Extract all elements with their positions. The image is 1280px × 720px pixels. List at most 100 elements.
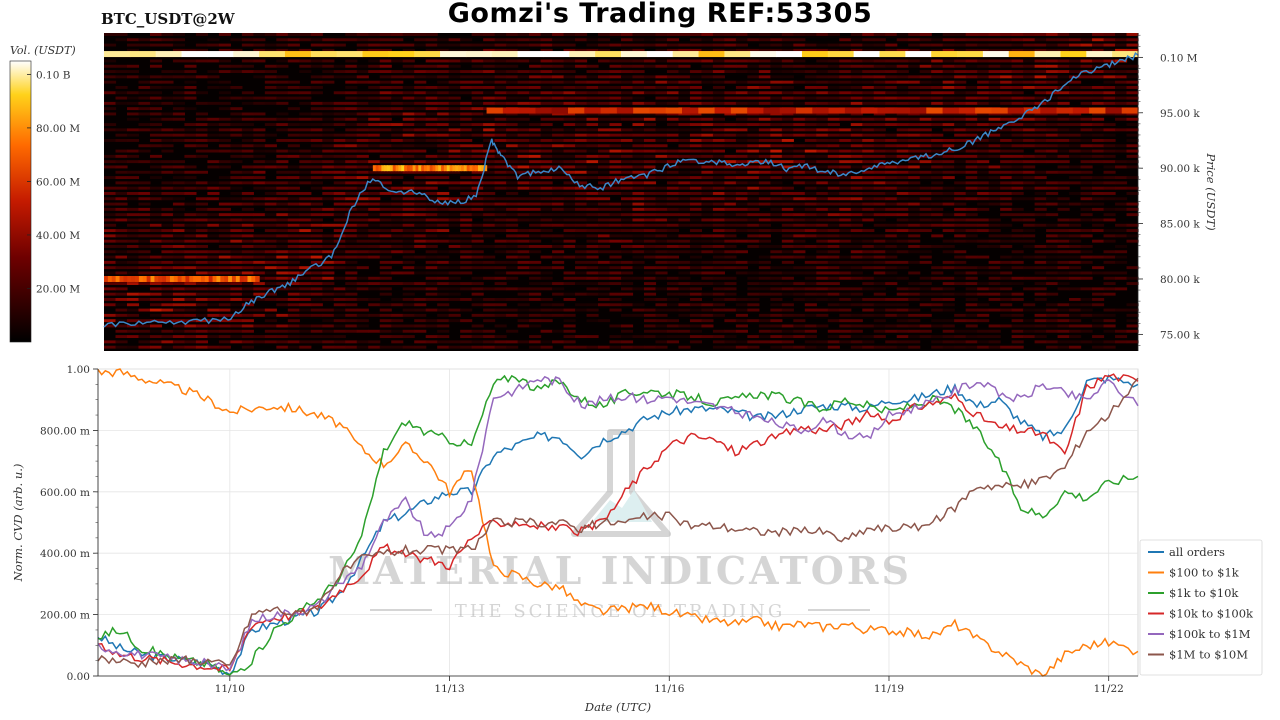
heatmap-cell [517,165,530,169]
heatmap-cell [104,139,117,142]
heatmap-cell [517,128,530,132]
heatmap-cell [287,33,300,36]
heatmap-cell [299,70,312,74]
heatmap-cell [689,266,703,270]
heatmap-cell [643,298,657,301]
heatmap-cell [276,255,289,259]
heatmap-cell [253,144,266,148]
heatmap-cell [414,218,427,222]
heatmap-cell [666,324,680,328]
liquidity-wall [216,275,221,282]
heatmap-cell [988,192,1001,195]
heatmap-cell [954,234,967,238]
heatmap-cell [598,239,611,243]
heatmap-cell [126,64,140,68]
heatmap-cell [621,43,634,47]
heatmap-cell [1057,197,1070,201]
heatmap-cell [483,287,496,291]
heatmap-cell [758,260,771,264]
heatmap-cell [781,64,794,68]
heatmap-cell [1000,139,1013,142]
heatmap-cell [333,276,346,280]
heatmap-cell [885,298,898,301]
heatmap-cell [908,80,921,84]
heatmap-cell [552,202,565,206]
heatmap-cell [517,229,530,233]
heatmap-cell [678,149,691,153]
heatmap-cell [666,250,680,254]
heatmap-cell [540,271,553,275]
price-axis-label: Price (USDT) [1204,152,1218,230]
heatmap-cell [770,229,783,233]
heatmap-cell [471,207,484,211]
heatmap-cell [919,207,932,211]
heatmap-cell [965,282,978,286]
heatmap-cell [827,144,840,148]
heatmap-cell [540,149,553,153]
heatmap-cell [586,176,599,180]
heatmap-cell [1103,181,1116,185]
heatmap-cell [1080,207,1093,211]
heatmap-cell [345,186,358,190]
heatmap-cell [460,176,473,180]
liquidity-wall [698,107,716,114]
heatmap-cell [1046,223,1059,227]
heatmap-cell [230,223,243,227]
heatmap-cell [712,101,725,105]
heatmap-cell [149,144,163,148]
heatmap-cell [368,340,381,344]
heatmap-cell [460,70,473,74]
heatmap-cell [747,128,760,132]
heatmap-cell [1011,266,1024,270]
heatmap-cell [299,276,312,280]
heatmap-cell [184,154,197,158]
heatmap-cell [712,38,725,42]
heatmap-cell [310,75,323,79]
heatmap-cell [1000,165,1013,169]
heatmap-cell [517,186,530,190]
heatmap-cell [287,170,300,174]
heatmap-cell [724,59,737,63]
heatmap-cell [1103,149,1116,153]
heatmap-cell [1023,48,1036,52]
heatmap-cell [414,64,427,68]
heatmap-cell [621,218,634,222]
heatmap-cell [218,292,231,296]
liquidity-wall [362,51,389,58]
heatmap-cell [172,329,186,333]
heatmap-cell [230,308,243,312]
heatmap-cell [1046,313,1059,317]
heatmap-cell [471,213,484,217]
heatmap-cell [460,340,473,344]
heatmap-cell [701,303,714,307]
heatmap-cell [506,64,519,68]
heatmap-cell [575,266,588,270]
heatmap-cell [483,313,496,317]
heatmap-cell [862,70,875,74]
heatmap-cell [391,239,404,243]
heatmap-cell [839,133,852,137]
heatmap-cell [241,202,254,206]
heatmap-cell [908,101,921,105]
liquidity-wall [200,275,206,282]
heatmap-cell [839,234,852,238]
heatmap-cell [448,239,461,243]
liquidity-wall [446,165,451,172]
heatmap-cell [172,160,186,164]
flask-icon [571,429,671,537]
heatmap-cell [230,271,243,275]
heatmap-cell [1126,133,1139,137]
heatmap-cell [954,207,967,211]
heatmap-cell [689,149,703,153]
heatmap-cell [115,287,128,291]
heatmap-cell [333,170,346,174]
heatmap-cell [575,123,588,127]
heatmap-cell [804,223,817,227]
heatmap-cell [483,64,496,68]
heatmap-cell [517,59,530,63]
heatmap-cell [299,38,312,42]
heatmap-cell [506,43,519,47]
heatmap-cell [207,260,220,264]
heatmap-cell [207,292,220,296]
heatmap-cell [850,181,863,185]
